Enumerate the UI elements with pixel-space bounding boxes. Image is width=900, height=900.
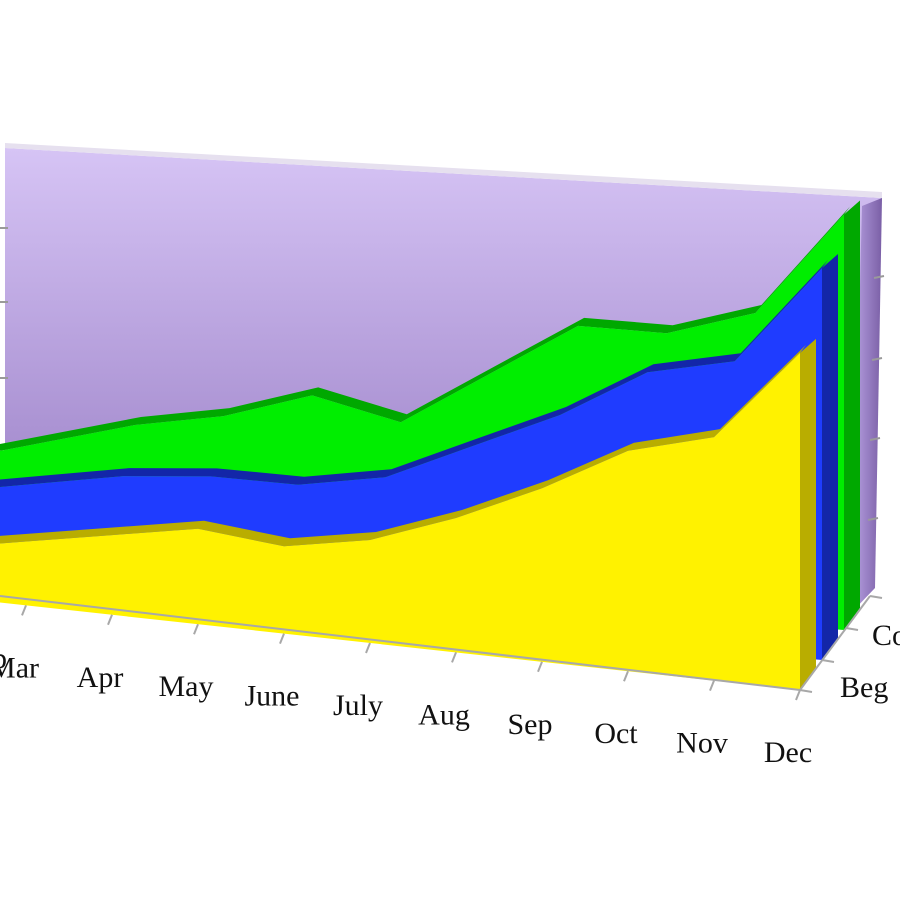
back-wall-top-edge — [5, 143, 882, 198]
category-label-dec: Dec — [764, 736, 812, 769]
series-0-front-face — [0, 352, 800, 690]
depth-axis-line — [799, 595, 871, 691]
category-axis-line — [0, 595, 801, 691]
category-ticks — [21, 605, 801, 701]
depth-label-co: Co — [872, 619, 900, 652]
category-tick — [107, 614, 113, 626]
category-tick — [451, 652, 457, 663]
depth-label-beg: Beg — [840, 671, 888, 704]
category-tick — [709, 680, 715, 691]
depth-axis-ticks — [799, 595, 883, 693]
category-label-aug: Aug — [418, 698, 470, 731]
category-tick — [623, 670, 629, 682]
category-tick — [537, 661, 543, 673]
category-tick — [193, 623, 199, 635]
category-label-mar: Mar — [0, 651, 39, 684]
category-label-nov: Nov — [676, 727, 728, 760]
series-0-top-face — [0, 344, 806, 547]
category-label-june: June — [245, 680, 300, 713]
series-area-yellow — [0, 338, 816, 690]
category-tick — [795, 689, 801, 701]
category-tick — [365, 642, 371, 654]
category-label-feb: p — [0, 642, 7, 675]
category-label-apr: Apr — [77, 661, 124, 694]
category-tick — [279, 633, 285, 644]
category-tick — [21, 605, 27, 616]
series-2-top-face — [0, 206, 850, 451]
series-0-end-face — [800, 338, 816, 690]
series-1-end-face — [822, 254, 838, 660]
category-label-may: May — [159, 670, 214, 703]
category-label-july: July — [333, 689, 383, 722]
category-label-oct: Oct — [594, 717, 638, 750]
category-labels: pMar Apr May June July Aug Sep Oct Nov Dec — [0, 642, 812, 769]
right-wall-ticks — [867, 275, 885, 521]
category-label-sep: Sep — [508, 708, 553, 741]
series-2-end-face — [844, 200, 860, 630]
